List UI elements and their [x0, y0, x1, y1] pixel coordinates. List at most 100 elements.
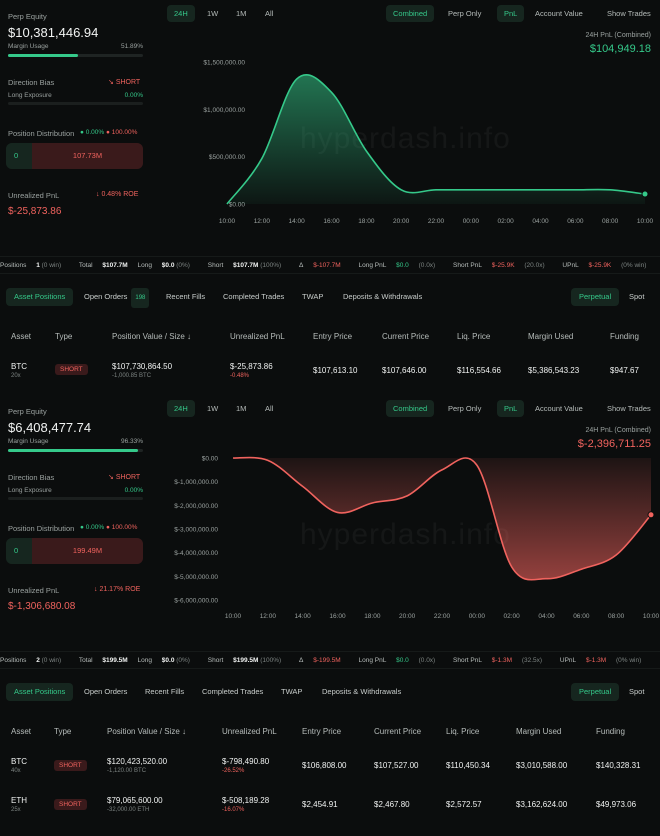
asset-cell: ETH 25x [11, 796, 27, 813]
x-tick-label: 16:00 [329, 613, 346, 620]
tab-24h[interactable]: 24H [167, 5, 195, 22]
tab-1m[interactable]: 1M [236, 9, 247, 18]
tab-asset-positions[interactable]: Asset Positions [6, 288, 74, 306]
summary-short: $107.7M [233, 262, 259, 269]
mode-perp-only[interactable]: Perp Only [448, 9, 482, 18]
trend-down-icon: ↘ [108, 474, 116, 481]
long-exposure-label: Long Exposure [8, 487, 52, 494]
tab-open-orders[interactable]: Open Orders 198 [76, 288, 157, 308]
type-cell: SHORT [54, 760, 87, 771]
summary-long: $0.0 [161, 262, 175, 269]
tab-1m[interactable]: 1M [236, 404, 247, 413]
position-size: -1,000.85 BTC [112, 373, 152, 379]
header-asset: Asset [11, 332, 32, 341]
summary-long-pnl: $0.0 [396, 262, 409, 269]
upnl-cell: $-508,189.28 -16.07% [222, 796, 269, 813]
long-exposure-value: 0.00% [124, 487, 143, 494]
distribution-long-segment [6, 143, 32, 169]
header-position-value-label: Position Value / Size [112, 332, 185, 341]
view-account-value[interactable]: Account Value [535, 9, 583, 18]
view-pnl[interactable]: PnL [497, 400, 525, 417]
unrealized-pnl-value: $-1,306,680.08 [8, 601, 76, 612]
series-area [233, 457, 651, 580]
tab-recent-fills[interactable]: Recent Fills [166, 292, 206, 301]
tab-twap[interactable]: TWAP [302, 292, 324, 301]
x-tick-label: 10:00 [643, 613, 660, 620]
tab-24h[interactable]: 24H [167, 400, 195, 417]
y-tick-label: $1,000,000.00 [203, 107, 245, 114]
margin-usage-label: Margin Usage [8, 438, 49, 445]
tab-all[interactable]: All [265, 9, 274, 18]
summary-long-label: Long [137, 262, 152, 269]
upnl-pct: -0.48% [230, 373, 250, 379]
watermark: hyperdash.info [300, 518, 511, 552]
header-position-value[interactable]: Position Value / Size ↓ [112, 332, 191, 341]
tab-spot[interactable]: Spot [629, 292, 645, 301]
view-pnl[interactable]: PnL [497, 5, 525, 22]
mode-perp-only[interactable]: Perp Only [448, 404, 482, 413]
tab-perpetual[interactable]: Perpetual [571, 683, 620, 701]
mode-combined[interactable]: Combined [386, 5, 435, 22]
open-orders-badge: 198 [131, 288, 150, 308]
show-trades-toggle[interactable]: Show Trades [607, 404, 651, 413]
roe-text: 0.48% ROE [101, 191, 139, 198]
x-tick-label: 14:00 [295, 613, 312, 620]
tab-asset-positions[interactable]: Asset Positions [6, 683, 74, 701]
dist-green-value: 0 [14, 151, 19, 160]
tab-twap[interactable]: TWAP [281, 687, 303, 696]
summary-delta: $-107.7M [313, 262, 341, 269]
summary-short: $199.5M [233, 657, 259, 664]
y-tick-label: $-2,000,000.00 [174, 503, 218, 510]
tab-completed-trades[interactable]: Completed Trades [202, 687, 264, 696]
red-dot-icon: ● [106, 129, 110, 136]
series-line [232, 456, 652, 581]
direction-bias-text: SHORT [115, 79, 141, 86]
tab-1w[interactable]: 1W [207, 404, 219, 413]
last-point-marker [641, 190, 649, 198]
x-tick-label: 06:00 [567, 218, 584, 225]
view-account-value[interactable]: Account Value [535, 404, 583, 413]
upnl-cell: $-25,873.86 -0.48% [230, 362, 273, 379]
tab-deposits-withdrawals[interactable]: Deposits & Withdrawals [343, 292, 423, 301]
tab-open-orders[interactable]: Open Orders [84, 687, 128, 696]
x-tick-label: 00:00 [463, 218, 480, 225]
tab-spot[interactable]: Spot [629, 687, 645, 696]
long-exposure-label: Long Exposure [8, 92, 52, 99]
position-value: $120,423,520.00 [107, 757, 168, 766]
direction-bias-label: Direction Bias [8, 78, 55, 87]
tab-all[interactable]: All [265, 404, 274, 413]
header-funding: Funding [610, 332, 639, 341]
distribution-bar: 0 107.73M [6, 143, 143, 169]
summary-upnl-label: UPnL [562, 262, 579, 269]
entry-price-cell: $107,613.10 [313, 366, 358, 375]
tab-recent-fills[interactable]: Recent Fills [145, 687, 185, 696]
show-trades-toggle[interactable]: Show Trades [607, 9, 651, 18]
asset-leverage: 40x [11, 768, 21, 774]
header-liq-price: Liq. Price [457, 332, 491, 341]
summary-long-pnl-label: Long PnL [358, 262, 387, 269]
funding-cell: $140,328.31 [596, 761, 641, 770]
x-tick-label: 12:00 [260, 613, 277, 620]
pnl-chart: $1,500,000.00 $1,000,000.00 $500,000.00 $0.… [203, 60, 653, 226]
summary-total-label: Total [78, 262, 93, 269]
sort-down-icon: ↓ [182, 727, 187, 736]
type-cell: SHORT [55, 364, 88, 375]
asset-name: BTC [11, 757, 27, 766]
summary-short-pnl-x: (20.0x) [524, 262, 545, 269]
x-tick-label: 20:00 [399, 613, 416, 620]
summary-long-label: Long [137, 657, 152, 664]
summary-positions-label: Positions [0, 262, 27, 269]
header-position-value[interactable]: Position Value / Size ↓ [107, 727, 186, 736]
x-tick-label: 04:00 [538, 613, 555, 620]
distribution-legend: ● 0.00% ● 100.00% [80, 129, 137, 136]
tab-completed-trades[interactable]: Completed Trades [223, 292, 285, 301]
tab-perpetual[interactable]: Perpetual [571, 288, 620, 306]
summary-upnl-win: (0% win) [616, 657, 642, 664]
mode-combined[interactable]: Combined [386, 400, 435, 417]
tab-deposits-withdrawals[interactable]: Deposits & Withdrawals [322, 687, 402, 696]
positions-tabbar: Asset Positions Open Orders Recent Fills… [0, 680, 660, 704]
position-size: -1,120.00 BTC [107, 768, 147, 774]
funding-cell: $49,973.06 [596, 800, 637, 809]
tab-1w[interactable]: 1W [207, 9, 219, 18]
summary-short-pnl-x: (32.5x) [521, 657, 543, 664]
